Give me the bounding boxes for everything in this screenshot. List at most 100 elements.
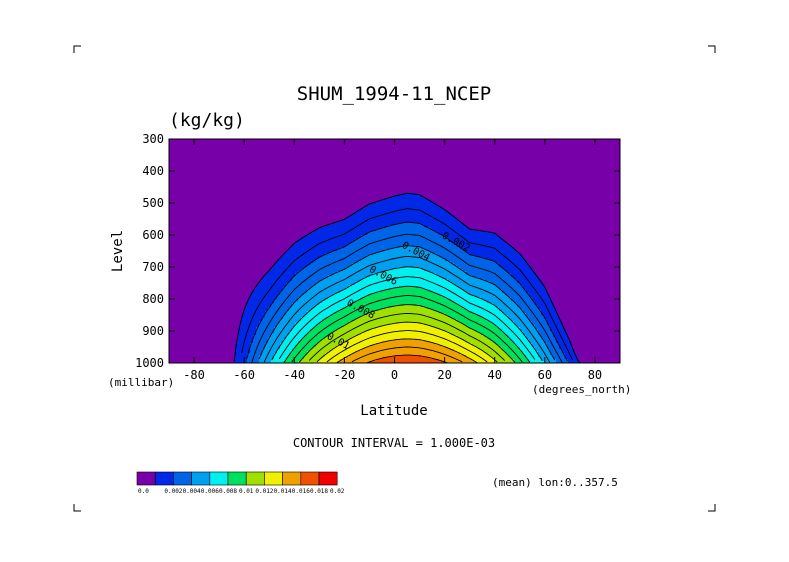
fill-cell: [343, 339, 347, 342]
fill-cell: [361, 305, 365, 308]
fill-cell: [340, 303, 344, 306]
fill-cell: [454, 247, 458, 250]
fill-cell: [382, 275, 386, 278]
fill-cell: [436, 277, 440, 280]
crop-marks: [73, 45, 716, 512]
fill-cell: [334, 345, 338, 348]
fill-cell: [457, 325, 461, 328]
fill-cell: [337, 295, 341, 298]
fill-cell: [313, 263, 317, 266]
fill-cell: [424, 219, 428, 222]
fill-cell: [274, 283, 278, 286]
fill-cell: [421, 269, 425, 272]
fill-cell: [331, 225, 335, 228]
fill-cell: [376, 239, 380, 242]
fill-cell: [409, 201, 413, 204]
fill-cell: [304, 305, 308, 308]
fill-cell: [331, 319, 335, 322]
fill-cell: [385, 213, 389, 216]
fill-cell: [388, 223, 392, 226]
fill-cell: [283, 353, 287, 356]
fill-cell: [400, 223, 404, 226]
fill-cell: [457, 223, 461, 226]
fill-cell: [382, 313, 386, 316]
fill-cell: [457, 315, 461, 318]
fill-cell: [313, 327, 317, 330]
fill-cell: [355, 297, 359, 300]
fill-cell: [445, 267, 449, 270]
fill-cell: [325, 231, 329, 234]
fill-cell: [427, 343, 431, 346]
fill-cell: [373, 361, 377, 364]
fill-cell: [373, 245, 377, 248]
fill-cell: [346, 327, 350, 330]
fill-cell: [454, 309, 458, 312]
fill-cell: [310, 303, 314, 306]
fill-cell: [277, 355, 281, 358]
fill-cell: [391, 251, 395, 254]
fill-cell: [433, 307, 437, 310]
fill-cell: [370, 357, 374, 360]
fill-cell: [379, 253, 383, 256]
fill-cell: [382, 331, 386, 334]
fill-cell: [349, 351, 353, 354]
fill-cell: [301, 301, 305, 304]
fill-cell: [388, 309, 392, 312]
fill-cell: [421, 273, 425, 276]
fill-cell: [358, 331, 362, 334]
fill-cell: [343, 281, 347, 284]
fill-cell: [379, 211, 383, 214]
fill-cell: [373, 289, 377, 292]
fill-cell: [235, 361, 239, 364]
fill-cell: [370, 265, 374, 268]
fill-cell: [439, 241, 443, 244]
fill-cell: [412, 359, 416, 362]
fill-cell: [346, 253, 350, 256]
fill-cell: [439, 251, 443, 254]
fill-cell: [325, 229, 329, 232]
fill-cell: [421, 255, 425, 258]
fill-cell: [394, 329, 398, 332]
fill-cell: [286, 303, 290, 306]
fill-cell: [322, 279, 326, 282]
fill-cell: [361, 277, 365, 280]
fill-cell: [322, 249, 326, 252]
fill-cell: [445, 311, 449, 314]
fill-cell: [394, 343, 398, 346]
fill-cell: [301, 359, 305, 362]
fill-cell: [379, 313, 383, 316]
fill-cell: [349, 289, 353, 292]
fill-cell: [376, 281, 380, 284]
fill-cell: [322, 345, 326, 348]
fill-cell: [397, 361, 401, 364]
fill-cell: [397, 301, 401, 304]
fill-cell: [274, 273, 278, 276]
fill-cell: [388, 265, 392, 268]
fill-cell: [406, 247, 410, 250]
fill-cell: [343, 227, 347, 230]
fill-cell: [367, 315, 371, 318]
fill-cell: [385, 287, 389, 290]
fill-cell: [409, 335, 413, 338]
fill-cell: [382, 291, 386, 294]
fill-cell: [364, 213, 368, 216]
fill-cell: [388, 347, 392, 350]
fill-cell: [358, 221, 362, 224]
fill-cell: [418, 309, 422, 312]
fill-cell: [319, 229, 323, 232]
fill-cell: [388, 293, 392, 296]
fill-cell: [403, 201, 407, 204]
fill-cell: [286, 285, 290, 288]
fill-cell: [361, 311, 365, 314]
fill-cell: [367, 349, 371, 352]
fill-cell: [280, 315, 284, 318]
fill-cell: [358, 275, 362, 278]
fill-cell: [448, 223, 452, 226]
fill-cell: [445, 219, 449, 222]
fill-cell: [313, 293, 317, 296]
fill-cell: [337, 251, 341, 254]
fill-cell: [445, 359, 449, 362]
fill-cell: [439, 347, 443, 350]
fill-cell: [256, 337, 260, 340]
fill-cell: [337, 263, 341, 266]
